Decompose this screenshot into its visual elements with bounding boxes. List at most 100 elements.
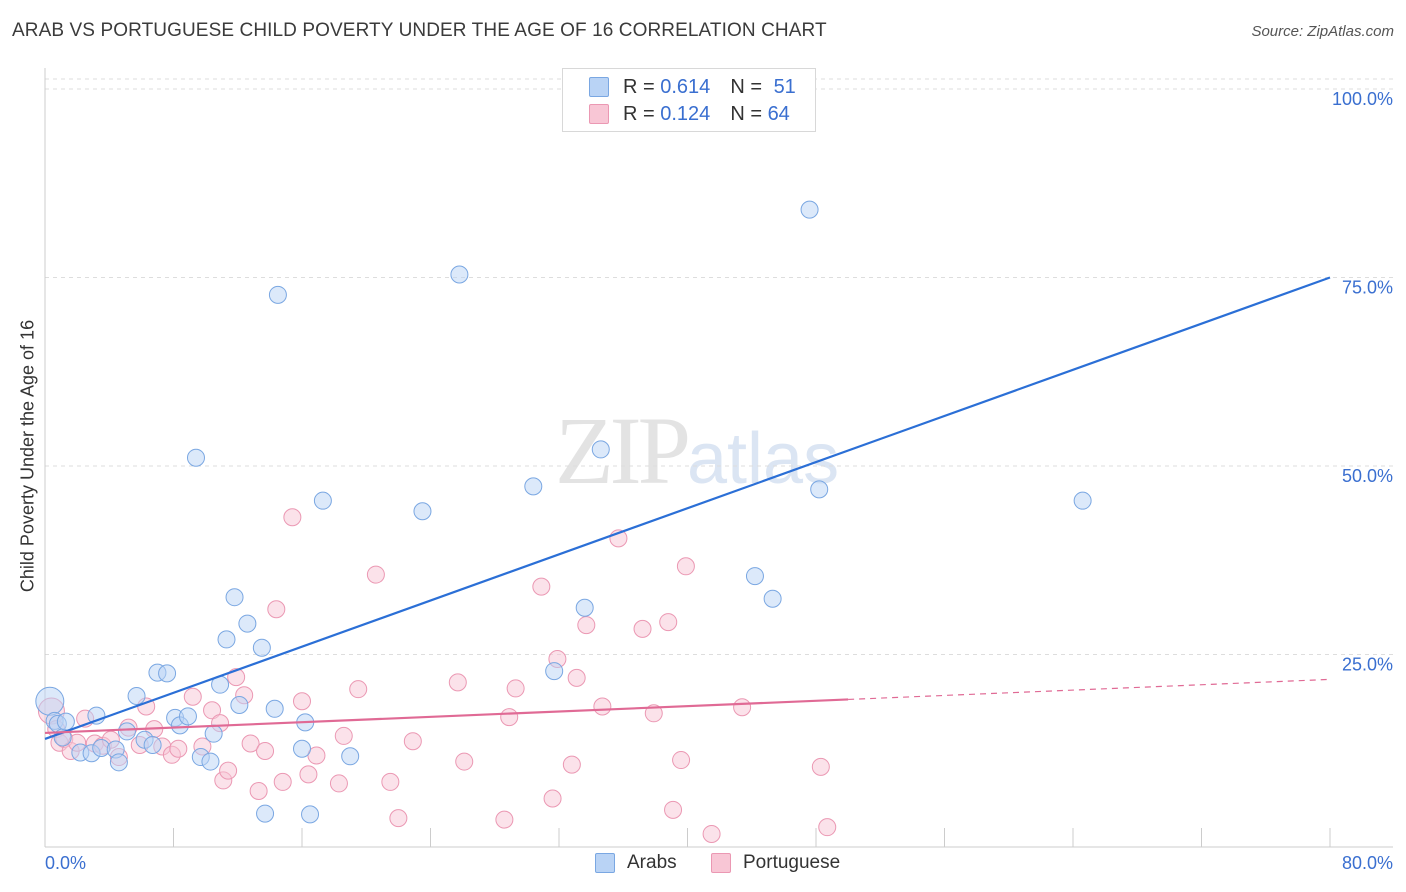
x-tick-label-max: 80.0% [1342, 853, 1393, 873]
arabs-point-42 [575, 598, 594, 617]
arabs-point-16 [158, 664, 177, 683]
portuguese-point-45 [500, 708, 519, 727]
arabs-point-40 [524, 477, 543, 496]
legend-arabs-r-value: 0.614 [660, 75, 711, 98]
portuguese-point-63 [811, 757, 830, 776]
arabs-point-46 [800, 200, 819, 219]
trend-lines [44, 276, 1331, 740]
legend-portuguese-r-value: 0.124 [660, 102, 711, 125]
arabs-point-36 [313, 491, 332, 510]
bottom-legend-label-arabs: Arabs [627, 852, 677, 873]
arabs-point-25 [217, 630, 236, 649]
y-axis-label: Child Poverty Under the Age of 16 [17, 319, 38, 593]
gridlines [45, 78, 1393, 655]
arabs-point-19 [178, 707, 197, 726]
portuguese-point-36 [334, 726, 353, 745]
portuguese-point-26 [241, 734, 260, 753]
arabs-point-37 [341, 747, 360, 766]
y-tick-label-75: 75.0% [1342, 278, 1393, 298]
arabs-point-28 [238, 614, 257, 633]
chart-title: ARAB VS PORTUGUESE CHILD POVERTY UNDER T… [12, 20, 827, 41]
x-tick-label-min: 0.0% [45, 853, 86, 873]
legend-swatch-arabs [589, 77, 609, 97]
arabs-point-26 [225, 588, 244, 607]
arabs-point-33 [293, 739, 311, 758]
bottom-legend-swatch-arabs [595, 853, 615, 873]
portuguese-point-42 [448, 673, 467, 692]
trend-line-portuguese [44, 698, 849, 735]
portuguese-point-30 [273, 772, 292, 791]
legend-portuguese-r-label: R = [623, 102, 655, 125]
arabs-point-22 [201, 752, 220, 771]
arabs-point-43 [591, 440, 610, 459]
portuguese-point-37 [349, 680, 368, 699]
source-label: Source: ZipAtlas.com [1251, 23, 1394, 40]
portuguese-point-59 [672, 751, 691, 770]
portuguese-point-18 [183, 687, 202, 706]
portuguese-point-28 [256, 742, 275, 761]
arabs-point-20 [186, 448, 205, 467]
axes [44, 68, 1393, 848]
portuguese-point-57 [659, 613, 678, 632]
arabs-point-0 [35, 686, 65, 716]
arabs-point-4 [56, 712, 75, 731]
portuguese-point-34 [307, 746, 326, 765]
arabs-point-48 [1073, 491, 1092, 510]
portuguese-point-52 [577, 616, 596, 635]
portuguese-point-27 [249, 781, 268, 800]
tick-labels: 25.0% 50.0% 75.0% 100.0% 0.0% 80.0% [45, 89, 1393, 873]
watermark-zip: ZIP [555, 397, 691, 504]
portuguese-point-17 [169, 739, 188, 758]
arabs-point-11 [117, 722, 136, 741]
trend-line-arabs [44, 276, 1331, 740]
arabs-point-10 [109, 753, 128, 772]
portuguese-point-33 [299, 765, 318, 784]
portuguese-point-53 [593, 697, 612, 716]
portuguese-point-44 [495, 810, 514, 829]
legend-swatch-portuguese [589, 104, 609, 124]
arabs-point-12 [127, 686, 146, 705]
portuguese-point-61 [702, 824, 721, 843]
arabs-point-41 [545, 662, 564, 681]
portuguese-point-41 [403, 732, 422, 751]
portuguese-point-29 [267, 600, 286, 619]
y-tick-label-100: 100.0% [1332, 89, 1393, 109]
portuguese-point-46 [506, 679, 525, 698]
bottom-legend-label-portuguese: Portuguese [743, 852, 841, 873]
arabs-point-35 [301, 805, 320, 824]
portuguese-point-55 [633, 619, 652, 638]
arabs-point-39 [450, 265, 469, 284]
arabs-point-47 [810, 480, 829, 499]
portuguese-point-50 [562, 755, 581, 774]
arabs-point-45 [763, 589, 782, 608]
arabs-point-30 [256, 804, 275, 823]
legend-portuguese-n-label: N = [730, 102, 762, 125]
portuguese-point-64 [818, 818, 837, 837]
arabs-point-32 [268, 285, 287, 304]
legend-row-arabs: R = 0.614 N = 51 [589, 75, 796, 99]
portuguese-point-38 [366, 565, 385, 584]
portuguese-point-47 [532, 577, 551, 596]
trend-line-portuguese-extrapolated [848, 678, 1331, 701]
portuguese-point-48 [543, 789, 562, 808]
arabs-point-14 [143, 735, 162, 754]
portuguese-point-35 [329, 774, 348, 793]
y-tick-label-25: 25.0% [1342, 655, 1393, 675]
arabs-point-38 [413, 502, 432, 521]
portuguese-point-20 [203, 701, 222, 720]
legend-arabs-n-label: N = [730, 75, 762, 98]
portuguese-point-23 [219, 761, 238, 780]
legend-row-portuguese: R = 0.124 N = 64 [589, 102, 790, 126]
portuguese-point-58 [664, 800, 683, 819]
portuguese-point-32 [293, 692, 311, 711]
arabs-point-27 [230, 696, 249, 715]
portuguese-point-51 [567, 668, 586, 687]
legend-arabs-n-value: 51 [773, 75, 796, 98]
legend-portuguese-n-value: 64 [767, 102, 790, 125]
portuguese-point-60 [676, 557, 695, 576]
y-tick-label-50: 50.0% [1342, 466, 1393, 486]
arabs-point-23 [204, 724, 223, 743]
portuguese-point-39 [381, 772, 400, 791]
portuguese-point-43 [455, 752, 474, 771]
